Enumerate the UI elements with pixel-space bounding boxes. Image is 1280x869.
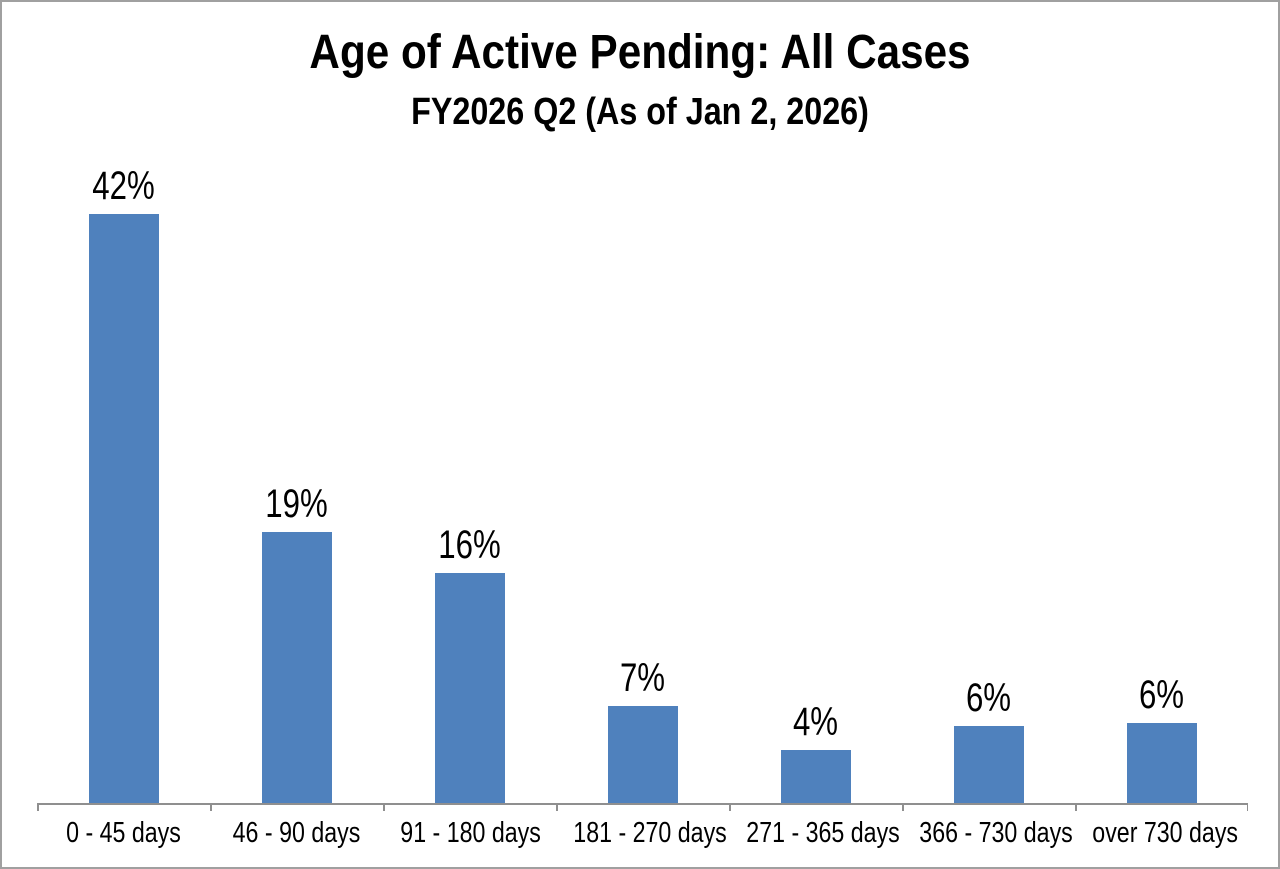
bar-value-label: 7% xyxy=(619,656,666,701)
x-axis-tick-label: 91 - 180 days xyxy=(400,817,541,849)
x-axis-tick-label: 366 - 730 days xyxy=(919,817,1073,849)
bar-value-label: 16% xyxy=(438,523,501,568)
axis-tick xyxy=(37,803,39,811)
x-axis-line xyxy=(37,803,1248,805)
axis-tick xyxy=(1075,803,1077,811)
bar xyxy=(780,750,851,803)
category-slot: 42% 0 - 45 days xyxy=(37,2,210,849)
category-slot: 16% 91 - 180 days xyxy=(383,2,556,849)
category-slot: 19% 46 - 90 days xyxy=(210,2,383,848)
bar-value-label: 6% xyxy=(965,675,1012,720)
bar xyxy=(261,532,332,803)
bar xyxy=(434,573,505,803)
x-axis-tick-label: 181 - 270 days xyxy=(573,817,727,849)
x-axis-tick-label: 271 - 365 days xyxy=(746,817,900,849)
chart-subtitle: FY2026 Q2 (As of Jan 2, 2026) xyxy=(411,91,869,133)
axis-tick xyxy=(1246,803,1248,811)
axis-tick xyxy=(729,803,731,811)
category-slot: 6% over 730 days xyxy=(1075,2,1248,849)
category-slot: 7% 181 - 270 days xyxy=(556,2,729,849)
category-slot: 6% 366 - 730 days xyxy=(902,2,1075,849)
bar-value-label: 19% xyxy=(265,482,328,527)
bar-value-label: 42% xyxy=(92,164,155,209)
axis-tick xyxy=(902,803,904,811)
bar xyxy=(1126,723,1197,803)
bar-value-label: 4% xyxy=(792,700,839,745)
bar xyxy=(607,706,678,803)
category-slot: 4% 271 - 365 days xyxy=(729,2,902,848)
axis-tick xyxy=(383,803,385,811)
x-axis-tick-label: over 730 days xyxy=(1092,817,1239,849)
axis-tick xyxy=(556,803,558,811)
bar xyxy=(88,214,159,803)
axis-tick xyxy=(210,803,212,811)
x-axis-tick-label: 46 - 90 days xyxy=(232,817,361,849)
bar-value-label: 6% xyxy=(1138,673,1185,718)
chart-title: Age of Active Pending: All Cases xyxy=(309,26,971,79)
bar xyxy=(953,725,1024,803)
x-axis-tick-label: 0 - 45 days xyxy=(66,817,181,849)
plot-area: 42% 0 - 45 days 19% 46 - 90 days 16% 91 - 180… xyxy=(37,2,1248,849)
